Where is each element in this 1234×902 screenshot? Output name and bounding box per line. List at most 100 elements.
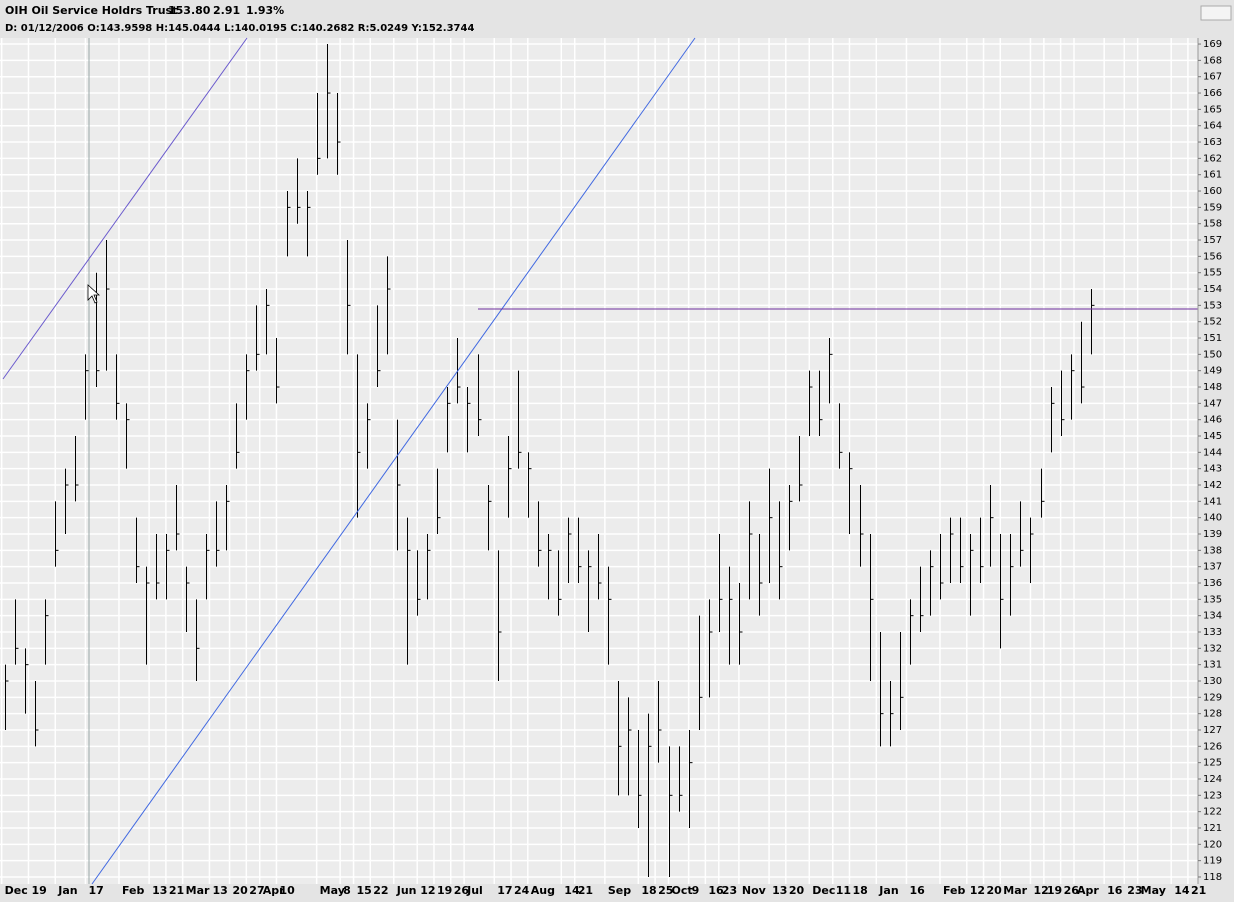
x-tick-label: 20	[789, 884, 805, 897]
x-tick-label: 23	[722, 884, 737, 897]
trend-line	[2, 37, 248, 380]
y-tick-label: 168	[1203, 55, 1222, 66]
y-tick-label: 132	[1203, 643, 1222, 654]
x-tick-label: Mar	[186, 884, 210, 897]
x-tick-label: 18	[852, 884, 867, 897]
change: 2.91	[213, 4, 240, 17]
x-tick-label: Apr	[1077, 884, 1099, 897]
x-tick-label: 9	[692, 884, 700, 897]
x-tick-label: 19	[31, 884, 46, 897]
y-tick-label: 123	[1203, 790, 1222, 801]
y-tick-label: 166	[1203, 88, 1222, 99]
y-tick-label: 148	[1203, 382, 1222, 393]
x-tick-label: 18	[641, 884, 656, 897]
x-tick-label: Jan	[57, 884, 77, 897]
y-tick-label: 155	[1203, 268, 1222, 279]
trend-line	[91, 37, 696, 885]
y-tick-label: 151	[1203, 333, 1222, 344]
x-tick-label: 12	[970, 884, 985, 897]
y-tick-label: 131	[1203, 660, 1222, 671]
chart-title: OIH Oil Service Holdrs Trust	[5, 4, 177, 17]
y-tick-label: 165	[1203, 104, 1222, 115]
bars	[5, 44, 1095, 877]
x-tick-label: 21	[169, 884, 184, 897]
x-tick-label: 21	[578, 884, 593, 897]
x-tick-label: Sep	[608, 884, 631, 897]
y-tick-label: 163	[1203, 137, 1222, 148]
x-tick-label: Apr	[263, 884, 285, 897]
x-tick-label: Jun	[396, 884, 417, 897]
annotations	[2, 37, 1198, 885]
x-tick-label: Mar	[1003, 884, 1027, 897]
x-tick-label: 20	[987, 884, 1003, 897]
x-tick-label: 8	[343, 884, 351, 897]
y-tick-label: 164	[1203, 121, 1222, 132]
subtitle: D: 01/12/2006 O:143.9598 H:145.0444 L:14…	[5, 23, 474, 34]
y-tick-label: 169	[1203, 39, 1222, 50]
price: 153.80	[168, 4, 211, 17]
y-tick-label: 137	[1203, 562, 1222, 573]
x-tick-label: 16	[909, 884, 925, 897]
y-tick-label: 126	[1203, 741, 1222, 752]
x-tick-label: 19	[437, 884, 452, 897]
mouse-cursor	[87, 284, 101, 304]
x-tick-label: Jan	[878, 884, 898, 897]
y-tick-label: 143	[1203, 464, 1222, 475]
x-tick-label: Oct	[672, 884, 693, 897]
panel-button[interactable]	[1200, 5, 1232, 21]
change-percent: 1.93%	[246, 4, 284, 17]
grid	[0, 38, 1198, 884]
y-tick-label: 145	[1203, 431, 1222, 442]
x-tick-label: 27	[249, 884, 264, 897]
y-tick-label: 127	[1203, 725, 1222, 736]
x-tick-label: 13	[152, 884, 167, 897]
y-tick-label: 130	[1203, 676, 1222, 687]
x-tick-label: 16	[708, 884, 724, 897]
plot-area	[0, 38, 1198, 884]
y-tick-label: 122	[1203, 807, 1222, 818]
y-tick-label: 153	[1203, 300, 1222, 311]
y-tick-label: 121	[1203, 823, 1222, 834]
x-tick-label: Jul	[466, 884, 483, 897]
x-tick-label: 14	[1174, 884, 1190, 897]
y-tick-label: 120	[1203, 839, 1222, 850]
y-tick-label: 156	[1203, 251, 1222, 262]
y-tick-label: 159	[1203, 202, 1222, 213]
y-tick-label: 134	[1203, 611, 1222, 622]
y-tick-label: 162	[1203, 153, 1222, 164]
y-tick-label: 160	[1203, 186, 1222, 197]
y-tick-label: 146	[1203, 415, 1222, 426]
y-tick-label: 142	[1203, 480, 1222, 491]
x-tick-label: 12	[1033, 884, 1048, 897]
y-tick-label: 158	[1203, 219, 1222, 230]
y-tick-label: 133	[1203, 627, 1222, 638]
x-tick-label: 24	[514, 884, 530, 897]
x-tick-label: 13	[212, 884, 227, 897]
y-tick-label: 135	[1203, 594, 1222, 605]
y-tick-label: 147	[1203, 398, 1222, 409]
x-tick-label: Dec	[812, 884, 835, 897]
x-tick-label: Feb	[122, 884, 145, 897]
y-tick-label: 154	[1203, 284, 1222, 295]
y-tick-label: 150	[1203, 349, 1222, 360]
x-tick-label: Dec	[5, 884, 28, 897]
y-tick-label: 139	[1203, 529, 1222, 540]
y-tick-label: 129	[1203, 692, 1222, 703]
y-tick-label: 144	[1203, 447, 1222, 458]
x-tick-label: 10	[279, 884, 295, 897]
x-tick-label: 14	[564, 884, 580, 897]
x-tick-label: Nov	[742, 884, 767, 897]
y-tick-label: 128	[1203, 709, 1222, 720]
y-tick-label: 157	[1203, 235, 1222, 246]
y-tick-label: 138	[1203, 545, 1222, 556]
y-tick-label: 124	[1203, 774, 1222, 785]
x-tick-label: 23	[1127, 884, 1142, 897]
x-tick-label: 16	[1107, 884, 1123, 897]
x-tick-label: 13	[772, 884, 787, 897]
x-tick-label: 19	[1047, 884, 1062, 897]
x-tick-label: 21	[1191, 884, 1206, 897]
y-tick-label: 118	[1203, 872, 1222, 883]
x-tick-label: 22	[373, 884, 388, 897]
